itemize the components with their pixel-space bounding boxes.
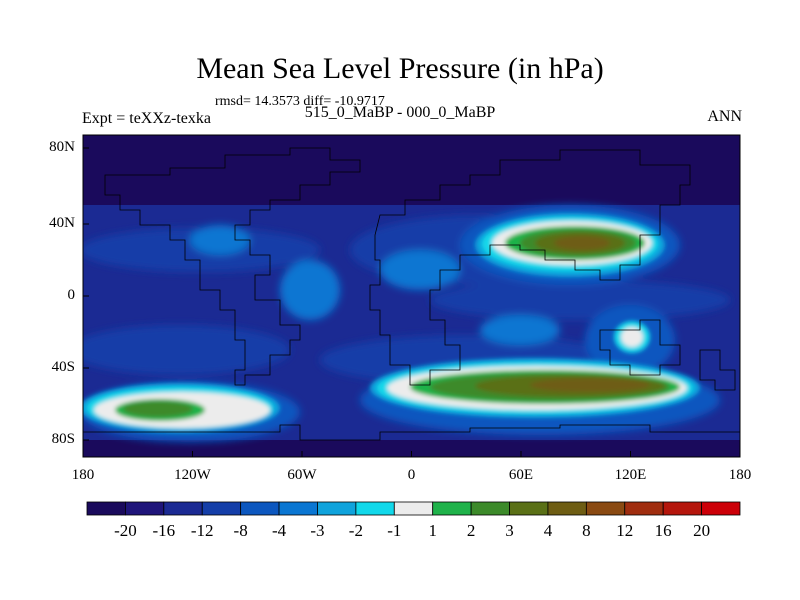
field-region bbox=[123, 401, 193, 417]
colorbar-box bbox=[701, 501, 741, 516]
continent-outline bbox=[599, 319, 681, 376]
y-tick-label: 0 bbox=[67, 287, 76, 303]
colorbar-label: -16 bbox=[152, 521, 176, 540]
colorbar-box bbox=[509, 501, 549, 516]
y-tick-label: 80N bbox=[49, 139, 75, 155]
colorbar-label: -8 bbox=[233, 521, 248, 540]
colorbar-box bbox=[585, 501, 626, 516]
page-title: Mean Sea Level Pressure (in hPa) bbox=[196, 52, 604, 85]
continent-outline bbox=[83, 424, 740, 441]
y-tick-label: 80S bbox=[51, 431, 75, 447]
antarctic-band bbox=[83, 440, 740, 457]
continent-outline bbox=[699, 349, 736, 391]
colorbar-box bbox=[547, 501, 587, 516]
colorbar-label: -1 bbox=[387, 521, 402, 540]
coastlines bbox=[83, 147, 740, 441]
field-region bbox=[530, 378, 650, 392]
colorbar-box bbox=[432, 501, 472, 516]
colorbar-box bbox=[317, 501, 357, 516]
y-axis bbox=[83, 147, 89, 441]
y-tick-label: 40N bbox=[49, 215, 75, 231]
colorbar-label: 4 bbox=[543, 521, 553, 540]
colorbar-label: 16 bbox=[654, 521, 672, 540]
field-region bbox=[430, 280, 730, 320]
field-region bbox=[480, 315, 560, 345]
x-tick-label: 180 bbox=[728, 467, 752, 483]
x-tick-label: 180 bbox=[71, 467, 95, 483]
colorbar-box bbox=[86, 501, 126, 516]
continent-outline bbox=[369, 149, 691, 386]
colorbar-label: -20 bbox=[114, 521, 137, 540]
colorbar-label: 8 bbox=[582, 521, 591, 540]
colorbar-box bbox=[201, 501, 242, 516]
arctic-band bbox=[83, 135, 740, 205]
stats-label: rmsd= 14.3573 diff= -10.9717 bbox=[215, 94, 385, 109]
colorbar-label: 3 bbox=[505, 521, 514, 540]
x-tick-label: 120E bbox=[614, 467, 647, 483]
colorbar-box bbox=[662, 501, 702, 516]
x-tick-label: 120W bbox=[174, 467, 211, 483]
field-region bbox=[554, 236, 610, 250]
continent-outline bbox=[104, 147, 361, 386]
colorbar-label: 2 bbox=[466, 521, 476, 540]
x-tick-label: 60E bbox=[508, 467, 534, 483]
colorbar-label: -12 bbox=[190, 521, 214, 540]
colorbar-box bbox=[240, 501, 280, 516]
field-region bbox=[83, 325, 290, 375]
colorbar-box bbox=[470, 501, 510, 516]
field-region bbox=[280, 260, 340, 320]
colorbar-box bbox=[624, 501, 664, 516]
y-tick-label: 40S bbox=[51, 359, 75, 375]
x-axis bbox=[82, 451, 741, 457]
field-region bbox=[621, 327, 643, 347]
colorbar-label: -2 bbox=[348, 521, 363, 540]
colorbar-box bbox=[163, 501, 203, 516]
colorbar-box bbox=[125, 501, 165, 516]
x-tick-label: 60W bbox=[287, 467, 317, 483]
colorbar-boxes bbox=[86, 501, 741, 516]
colorbar-label: 20 bbox=[693, 521, 711, 540]
colorbar-label: 1 bbox=[428, 521, 437, 540]
period-label: 515_0_MaBP - 000_0_MaBP bbox=[304, 104, 496, 121]
x-tick-label: 0 bbox=[407, 467, 416, 483]
colorbar-label: -4 bbox=[271, 521, 287, 540]
colorbar-label: -3 bbox=[310, 521, 325, 540]
colorbar-box bbox=[355, 501, 395, 516]
season-label: ANN bbox=[707, 108, 742, 125]
colorbar-box bbox=[393, 501, 434, 516]
experiment-label: Expt = teXXz-texka bbox=[82, 110, 211, 127]
colorbar-label: 12 bbox=[616, 521, 634, 540]
colorbar-box bbox=[278, 501, 318, 516]
